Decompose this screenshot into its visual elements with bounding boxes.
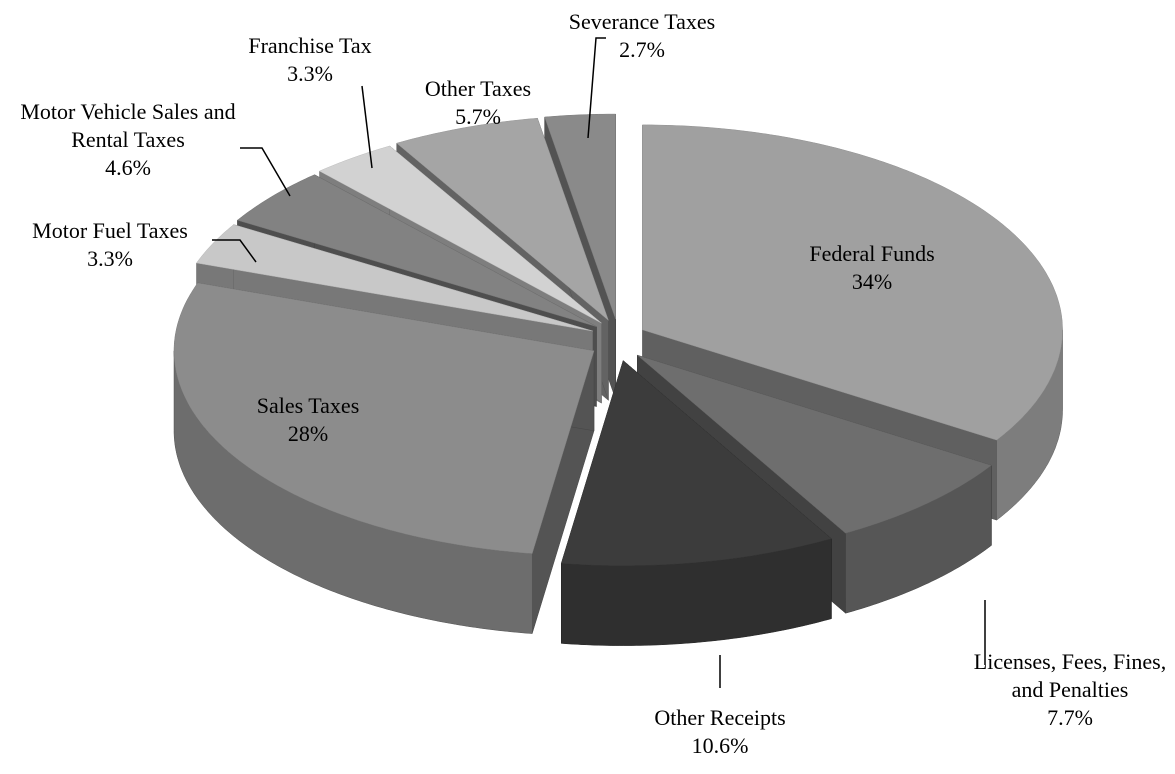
value-label: 4.6% (105, 155, 151, 180)
slice-top (544, 113, 616, 320)
leader-line (361, 85, 373, 169)
category-label: Severance Taxes (568, 9, 716, 34)
category-label: Motor Fuel Taxes (32, 218, 188, 243)
category-label: Licenses, Fees, Fines, and Penalties (973, 649, 1167, 702)
category-label: Federal Funds (809, 241, 935, 266)
slice-label: Licenses, Fees, Fines, and Penalties 7.7% (960, 648, 1175, 732)
slice-top (396, 117, 609, 322)
value-label: 7.7% (1047, 705, 1093, 730)
slice-top (560, 360, 832, 566)
value-label: 5.7% (455, 104, 501, 129)
value-label: 3.3% (87, 246, 133, 271)
category-label: Sales Taxes (256, 393, 360, 418)
slice-top (642, 124, 1063, 441)
category-label: Motor Vehicle Sales and Rental Taxes (20, 99, 236, 152)
slice-label: Other Taxes 5.7% (398, 75, 558, 131)
value-label: 2.7% (619, 37, 665, 62)
slice-top (236, 174, 597, 327)
slices (173, 113, 1063, 646)
slice (560, 360, 832, 646)
slice-top (173, 282, 595, 554)
value-label: 10.6% (691, 733, 749, 758)
category-label: Franchise Tax (248, 33, 372, 58)
slice-label: Other Receipts 10.6% (620, 704, 820, 760)
slice-top (318, 145, 602, 324)
leader-line (212, 239, 257, 263)
category-label: Other Receipts (654, 705, 786, 730)
value-label: 28% (287, 421, 329, 446)
value-label: 3.3% (287, 61, 333, 86)
slice-top (196, 224, 593, 332)
slice-label: Sales Taxes 28% (208, 392, 408, 448)
value-label: 34% (851, 269, 893, 294)
slice-top (637, 354, 992, 534)
slice-label: Motor Fuel Taxes 3.3% (0, 217, 220, 273)
slice (173, 282, 595, 634)
slice-label: Motor Vehicle Sales and Rental Taxes 4.6% (8, 98, 248, 182)
category-label: Other Taxes (424, 76, 532, 101)
leader-line (240, 147, 291, 197)
slice-label: Severance Taxes 2.7% (542, 8, 742, 64)
slice-label: Federal Funds 34% (772, 240, 972, 296)
slice-label: Franchise Tax 3.3% (230, 32, 390, 88)
leader-line (587, 37, 606, 139)
